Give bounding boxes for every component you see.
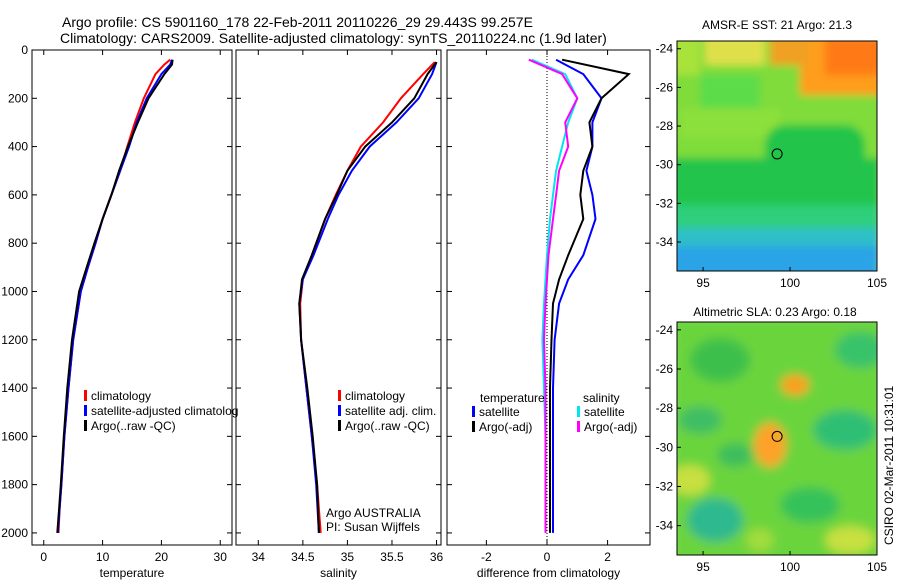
series-line — [299, 61, 436, 533]
y-tick-label: 1400 — [1, 381, 28, 395]
map-x-tick-label: 95 — [696, 276, 710, 290]
legend-label: satellite adj. clim. — [345, 404, 436, 418]
legend-label: satellite — [584, 405, 625, 419]
series-line — [56, 59, 174, 533]
x-tick-label: 35.5 — [380, 550, 404, 564]
x-tick-label: 34 — [252, 550, 266, 564]
annotation-text: PI: Susan Wijffels — [326, 520, 420, 534]
map-y-tick-label: -30 — [656, 440, 674, 454]
map-x-tick-label: 105 — [867, 560, 887, 574]
salinity-panel-frame — [235, 49, 442, 546]
map-y-tick-label: -24 — [656, 323, 674, 337]
legend-label: satellite — [479, 405, 520, 419]
legend-title: salinity — [583, 391, 620, 405]
series-line — [298, 61, 438, 533]
series-line — [549, 58, 631, 533]
series-line — [552, 58, 603, 533]
legend-swatch — [338, 420, 341, 431]
y-tick-label: 400 — [8, 140, 28, 154]
x-tick-label: 2 — [604, 550, 611, 564]
legend-swatch — [577, 421, 580, 432]
x-tick-label: 35 — [341, 550, 355, 564]
map-y-tick-label: -28 — [656, 401, 674, 415]
x-tick-label: 0 — [40, 550, 47, 564]
map-y-tick-label: -30 — [656, 158, 674, 172]
series-line — [528, 58, 579, 533]
x-axis-label: salinity — [320, 566, 357, 580]
y-tick-label: 200 — [8, 91, 28, 105]
x-tick-label: 10 — [96, 550, 110, 564]
x-axis-label: difference from climatology — [477, 566, 620, 580]
argo-position-marker — [771, 430, 783, 442]
legend-swatch — [472, 406, 475, 417]
difference-panel-frame — [446, 49, 651, 546]
legend-swatch — [338, 405, 341, 416]
map-x-tick-label: 100 — [780, 276, 800, 290]
temperature-profile-plot: 0 10 20 30 0 200 400 600 800 1000 1200 1400 1600 1800… — [1, 43, 238, 580]
legend-swatch — [472, 421, 475, 432]
sla-map-axes: 95 100 105 -24 -26 -28 -30 -32 -34 — [656, 323, 888, 574]
legend-label: Argo(..raw -QC) — [91, 419, 176, 433]
map-x-tick-label: 95 — [696, 560, 710, 574]
y-tick-label: 1600 — [1, 429, 28, 443]
legend-label: climatology — [91, 389, 151, 403]
y-tick-label: 1800 — [1, 478, 28, 492]
sst-map-field — [677, 41, 877, 271]
map-y-tick-label: -32 — [656, 479, 674, 493]
map-x-tick-label: 100 — [780, 560, 800, 574]
sst-map-axes: 95 100 105 -24 -26 -28 -30 -32 -34 — [656, 42, 888, 290]
legend-label: Argo(..raw -QC) — [345, 419, 430, 433]
map-y-tick-label: -28 — [656, 119, 674, 133]
difference-profile-plot: -2 0 2 difference from climatology temperatu… — [447, 49, 650, 580]
annotation-text: Argo AUSTRALIA — [326, 506, 421, 520]
sla-map-frame — [676, 321, 878, 556]
legend-swatch — [577, 406, 580, 417]
y-tick-label: 1000 — [1, 284, 28, 298]
sst-map-frame — [676, 40, 878, 272]
sla-map-field — [677, 322, 877, 555]
x-tick-label: 30 — [214, 550, 228, 564]
series-line — [57, 58, 171, 533]
map-y-tick-label: -34 — [656, 519, 674, 533]
y-tick-label: 1200 — [1, 333, 28, 347]
legend-label: climatology — [345, 389, 405, 403]
y-tick-label: 800 — [8, 236, 28, 250]
x-tick-label: 36 — [430, 550, 444, 564]
title-line-2: Climatology: CARS2009. Satellite-adjuste… — [60, 30, 607, 46]
sst-map-title: AMSR-E SST: 21 Argo: 21.3 — [702, 18, 852, 32]
sla-map-title: Altimetric SLA: 0.23 Argo: 0.18 — [693, 305, 857, 319]
title-line-1: Argo profile: CS 5901160_178 22-Feb-2011… — [62, 14, 533, 30]
y-tick-label: 0 — [21, 43, 28, 57]
argo-position-marker — [771, 148, 783, 160]
temperature-panel-frame — [31, 49, 233, 546]
legend-swatch — [338, 390, 341, 401]
x-tick-label: 20 — [155, 550, 169, 564]
series-line — [298, 61, 438, 533]
legend-label: Argo(-adj) — [479, 420, 532, 434]
salinity-profile-plot: 34 34.5 35 35.5 36 salinity climatologysatelli… — [236, 49, 444, 580]
map-x-tick-label: 105 — [867, 276, 887, 290]
legend-swatch — [84, 420, 87, 431]
x-tick-label: 34.5 — [291, 550, 315, 564]
map-y-tick-label: -26 — [656, 362, 674, 376]
y-tick-label: 2000 — [1, 526, 28, 540]
series-line — [56, 59, 173, 533]
y-tick-label: 600 — [8, 188, 28, 202]
map-y-tick-label: -24 — [656, 42, 674, 56]
x-tick-label: -2 — [481, 550, 492, 564]
legend-label: satellite-adjusted climatolog — [91, 404, 238, 418]
footer-stamp: CSIRO 02-Mar-2011 10:31:01 — [882, 385, 896, 545]
legend-swatch — [84, 390, 87, 401]
x-axis-label: temperature — [100, 566, 165, 580]
x-tick-label: 0 — [544, 550, 551, 564]
map-y-tick-label: -26 — [656, 80, 674, 94]
legend-label: Argo(-adj) — [584, 420, 637, 434]
legend-title: temperature — [480, 391, 545, 405]
map-y-tick-label: -32 — [656, 196, 674, 210]
map-y-tick-label: -34 — [656, 235, 674, 249]
legend-swatch — [84, 405, 87, 416]
